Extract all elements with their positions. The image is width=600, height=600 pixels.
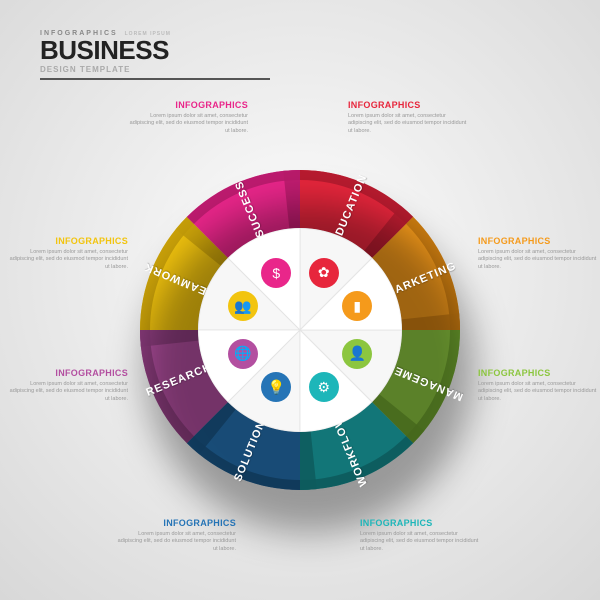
callout-title: INFOGRAPHICS <box>478 236 598 246</box>
callout-research: INFOGRAPHICS Lorem ipsum dolor sit amet, … <box>8 368 128 403</box>
callout-body: Lorem ipsum dolor sit amet, consectetur … <box>8 381 128 403</box>
callout-solution: INFOGRAPHICS Lorem ipsum dolor sit amet, … <box>116 518 236 553</box>
callout-body: Lorem ipsum dolor sit amet, consectetur … <box>348 113 468 135</box>
callout-title: INFOGRAPHICS <box>478 368 598 378</box>
callout-title: INFOGRAPHICS <box>360 518 480 528</box>
icon-success: $ <box>261 258 291 288</box>
callout-marketing: INFOGRAPHICS Lorem ipsum dolor sit amet, … <box>478 236 598 271</box>
icon-workflow: ⚙ <box>309 372 339 402</box>
callout-body: Lorem ipsum dolor sit amet, consectetur … <box>478 381 598 403</box>
callout-success: INFOGRAPHICS Lorem ipsum dolor sit amet, … <box>128 100 248 135</box>
icon-solution: 💡 <box>261 372 291 402</box>
callout-body: Lorem ipsum dolor sit amet, consectetur … <box>128 113 248 135</box>
callout-title: INFOGRAPHICS <box>116 518 236 528</box>
icon-management: 👤 <box>342 339 372 369</box>
callout-title: INFOGRAPHICS <box>8 236 128 246</box>
callout-body: Lorem ipsum dolor sit amet, consectetur … <box>116 531 236 553</box>
inner-lines <box>198 228 402 432</box>
callout-body: Lorem ipsum dolor sit amet, consectetur … <box>478 249 598 271</box>
icon-research: 🌐 <box>228 339 258 369</box>
callout-education: INFOGRAPHICS Lorem ipsum dolor sit amet, … <box>348 100 468 135</box>
icon-teamwork: 👥 <box>228 291 258 321</box>
icon-marketing: ▮ <box>342 291 372 321</box>
icon-education: ✿ <box>309 258 339 288</box>
infographic-stage: EDUCATIONMARKETINGMANAGEMENTWORKFLOWSOLU… <box>0 0 600 600</box>
callout-management: INFOGRAPHICS Lorem ipsum dolor sit amet, … <box>478 368 598 403</box>
callout-title: INFOGRAPHICS <box>348 100 468 110</box>
callout-title: INFOGRAPHICS <box>8 368 128 378</box>
callout-title: INFOGRAPHICS <box>128 100 248 110</box>
callout-body: Lorem ipsum dolor sit amet, consectetur … <box>360 531 480 553</box>
callout-body: Lorem ipsum dolor sit amet, consectetur … <box>8 249 128 271</box>
callout-teamwork: INFOGRAPHICS Lorem ipsum dolor sit amet, … <box>8 236 128 271</box>
callout-workflow: INFOGRAPHICS Lorem ipsum dolor sit amet, … <box>360 518 480 553</box>
